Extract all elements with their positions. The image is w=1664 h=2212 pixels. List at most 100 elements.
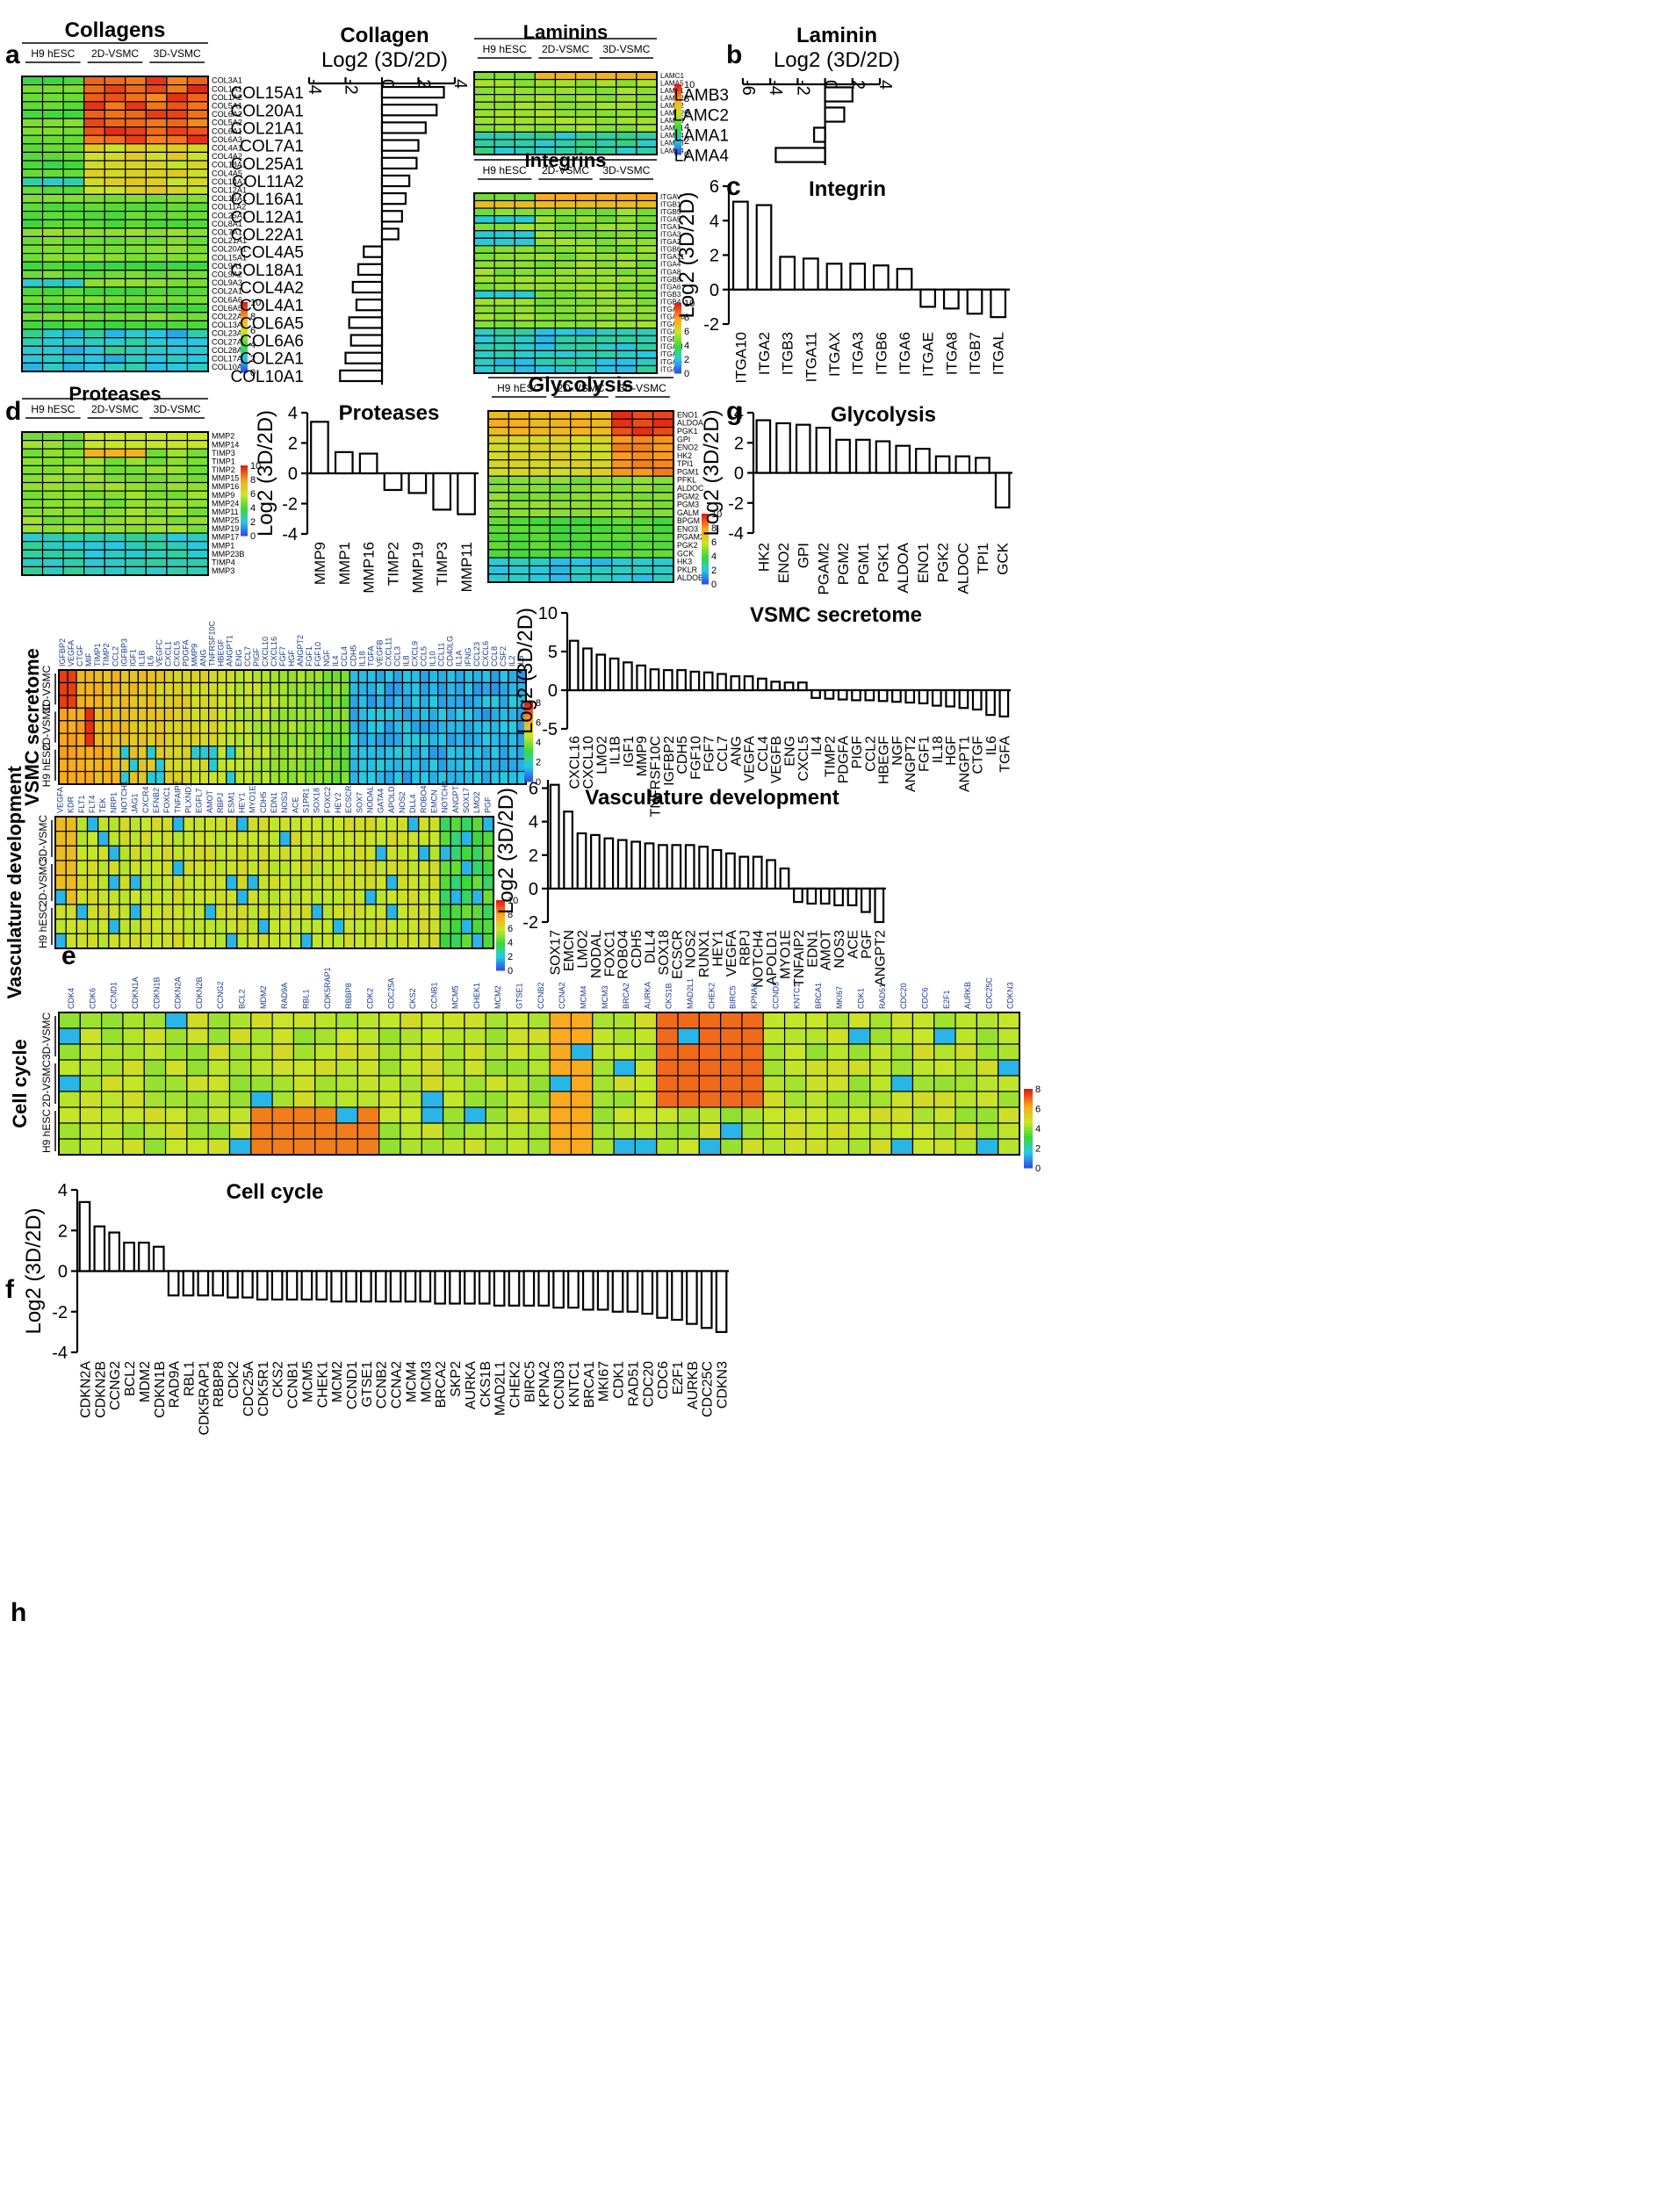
column-label: VEGFC	[155, 638, 163, 666]
colorbar-segment	[674, 326, 681, 329]
heatmap-cell	[204, 816, 217, 832]
colorbar-segment	[524, 734, 533, 738]
heatmap-cell	[164, 1027, 188, 1045]
heatmap-cell	[636, 245, 658, 254]
heatmap-cell	[125, 219, 147, 229]
y-tick-label: COL10A1	[231, 368, 304, 386]
heatmap-cell	[183, 875, 195, 890]
heatmap-cell	[67, 732, 77, 747]
y-tick-label: LAMC2	[674, 107, 729, 126]
heatmap-cell	[268, 875, 281, 890]
heatmap-cell	[199, 720, 210, 734]
heatmap-cell	[529, 450, 551, 461]
heatmap-cell	[366, 695, 377, 709]
heatmap-cell	[429, 904, 441, 920]
heatmap-cell	[62, 101, 85, 112]
heatmap-cell	[954, 1059, 977, 1077]
heatmap-cell	[631, 435, 654, 444]
heatmap-cell	[150, 875, 163, 890]
heatmap-cell	[257, 816, 270, 832]
x-tick-label: LMO2	[576, 930, 591, 969]
heatmap-cell	[636, 282, 658, 292]
heatmap-cell	[313, 707, 324, 722]
heatmap-cell	[83, 143, 105, 154]
heatmap-cell	[41, 523, 64, 534]
heatmap-cell	[485, 1106, 508, 1124]
heatmap-cell	[41, 566, 64, 576]
heatmap-cell	[493, 101, 515, 111]
heatmap-cell	[384, 720, 395, 734]
heatmap-cell	[65, 889, 77, 905]
heatmap-cell	[83, 83, 105, 94]
bar	[357, 263, 384, 277]
heatmap-cell	[631, 459, 654, 469]
heatmap-cell	[698, 1091, 722, 1108]
heatmap-cell	[890, 1138, 914, 1156]
heatmap-cell	[616, 94, 638, 103]
heatmap-cell	[166, 76, 189, 86]
heatmap-cell	[145, 473, 168, 484]
heatmap-cell	[473, 349, 495, 359]
heatmap-cell	[125, 320, 147, 330]
heatmap-cell	[335, 1091, 358, 1108]
heatmap-cell	[652, 459, 674, 469]
heatmap-cell	[125, 507, 147, 517]
heatmap-cell	[428, 770, 439, 785]
heatmap-cell	[311, 889, 323, 905]
colorbar-segment	[241, 302, 248, 306]
colorbar-segment	[674, 107, 681, 111]
colorbar-label: 4	[250, 503, 256, 514]
heatmap-cell	[97, 845, 110, 861]
heatmap-cell	[155, 732, 166, 747]
heatmap-cell	[473, 146, 495, 155]
colorbar-segment	[674, 112, 681, 116]
heatmap-cell	[166, 320, 189, 330]
heatmap-cell	[208, 669, 219, 684]
bar	[582, 647, 593, 692]
heatmap-cell	[487, 475, 510, 486]
heatmap-cell	[549, 557, 572, 567]
heatmap-cell	[421, 1122, 444, 1140]
heatmap-cell	[574, 252, 597, 262]
colorbar-segment	[674, 105, 681, 109]
colorbar-label: 0	[684, 369, 689, 379]
heatmap-cell	[636, 252, 658, 262]
heatmap-cell	[554, 252, 577, 262]
heatmap-cell	[58, 1043, 81, 1061]
colorbar-segment	[702, 532, 709, 536]
heatmap-cell	[166, 481, 189, 492]
heatmap-cell	[366, 770, 377, 785]
heatmap-cell	[163, 720, 175, 734]
x-tick-label: CKS1B	[479, 1361, 493, 1407]
heatmap-cell	[473, 71, 495, 81]
heatmap-cell	[76, 889, 89, 905]
y-tick-label: 2	[529, 847, 538, 866]
heatmap-cell	[331, 746, 342, 760]
heatmap-cell	[331, 732, 342, 747]
heatmap-cell	[300, 831, 313, 847]
heatmap-cell	[407, 860, 420, 876]
column-label: IL8	[401, 655, 410, 666]
heatmap-cell	[528, 1106, 551, 1124]
column-label: CCL23	[472, 642, 481, 666]
colorbar-segment	[702, 577, 709, 580]
heatmap-cell	[534, 124, 557, 133]
heatmap-cell	[143, 1106, 167, 1124]
x-tick-label: CTGF	[971, 736, 986, 775]
colorbar-segment	[496, 904, 505, 908]
heatmap-cell	[155, 746, 166, 760]
bar	[389, 1270, 402, 1303]
heatmap-cell	[464, 1012, 486, 1029]
column-label: CXCL1	[163, 641, 172, 666]
heatmap-cell	[616, 282, 638, 292]
heatmap-cell	[41, 177, 64, 187]
heatmap-cell	[145, 295, 168, 305]
column-label: AURKA	[643, 982, 652, 1009]
heatmap-cell	[410, 770, 421, 785]
heatmap-cell	[631, 549, 654, 558]
heatmap-cell	[41, 76, 64, 86]
heatmap-cell	[183, 919, 195, 934]
heatmap-cell	[378, 1075, 401, 1092]
